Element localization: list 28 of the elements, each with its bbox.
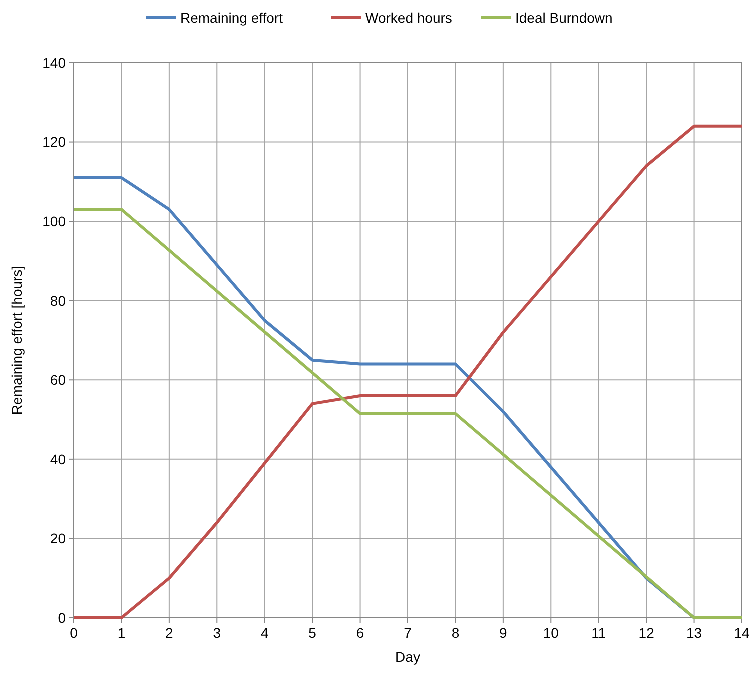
x-tick-label: 6 — [356, 625, 364, 641]
x-tick-label: 5 — [308, 625, 317, 641]
x-tick-label: 11 — [592, 625, 606, 641]
y-axis-title: Remaining effort [hours] — [9, 266, 25, 416]
x-tick-label: 7 — [404, 625, 412, 641]
y-tick-label: 60 — [50, 372, 66, 388]
x-tick-label: 14 — [734, 625, 750, 641]
x-tick-label: 9 — [500, 625, 508, 641]
x-tick-label: 12 — [638, 625, 655, 641]
x-tick-label: 3 — [213, 625, 222, 641]
x-tick-label: 4 — [260, 625, 269, 641]
x-tick-label: 8 — [452, 625, 460, 641]
y-tick-label: 120 — [42, 134, 66, 150]
y-tick-label: 20 — [50, 530, 66, 547]
y-tick-label: 80 — [50, 292, 66, 309]
y-tick-label: 40 — [50, 451, 66, 468]
x-tick-label: 10 — [543, 625, 560, 641]
legend-label: Ideal Burndown — [516, 10, 613, 26]
y-tick-label: 100 — [42, 213, 66, 230]
x-tick-label: 1 — [118, 625, 126, 641]
y-tick-label: 140 — [42, 54, 66, 71]
x-axis-title: Day — [396, 649, 420, 665]
legend-label: Remaining effort — [180, 10, 284, 26]
x-tick-label: 13 — [686, 625, 702, 641]
y-tick-label: 0 — [58, 610, 66, 626]
legend-label: Worked hours — [366, 10, 452, 26]
x-tick-label: 0 — [70, 625, 78, 641]
x-tick-label: 2 — [166, 625, 174, 641]
